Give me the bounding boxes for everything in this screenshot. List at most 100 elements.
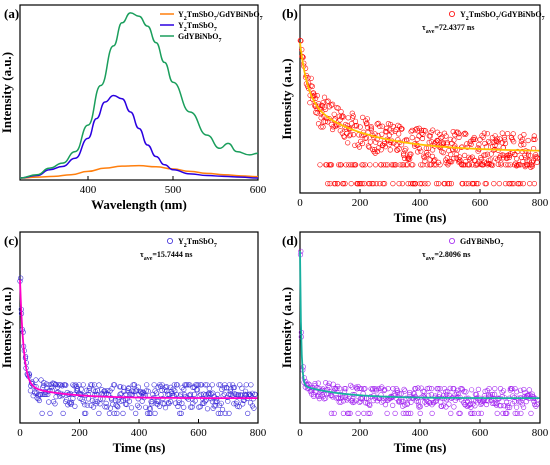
data-point <box>525 137 531 144</box>
data-point <box>347 132 354 138</box>
data-point <box>27 388 34 394</box>
data-point <box>517 387 524 393</box>
data-point <box>53 394 59 400</box>
tau-label: τave=2.8096 ns <box>422 250 470 262</box>
data-point <box>502 140 509 146</box>
data-point <box>325 383 331 389</box>
data-point <box>308 75 314 81</box>
data-point <box>426 133 432 139</box>
data-point <box>35 392 41 398</box>
data-point <box>349 110 355 116</box>
legend-label: GdYBiNbO7 <box>460 237 503 249</box>
data-point <box>457 154 463 160</box>
data-point <box>375 120 381 126</box>
data-point <box>424 150 430 156</box>
x-tick-label: 400 <box>131 427 148 439</box>
fit-curve <box>299 251 540 399</box>
data-point <box>221 391 227 398</box>
data-point <box>420 131 426 138</box>
data-point <box>355 410 361 417</box>
data-point <box>512 410 518 417</box>
y-axis-label: Intensity (a.u.) <box>279 287 294 368</box>
data-point <box>320 124 326 130</box>
data-point <box>102 404 108 410</box>
data-point <box>468 155 474 161</box>
data-point <box>384 125 390 131</box>
data-point <box>443 133 449 139</box>
data-point <box>373 139 379 145</box>
data-point <box>90 404 97 410</box>
data-point <box>525 152 532 158</box>
data-point <box>331 111 337 117</box>
data-point <box>492 386 498 392</box>
data-point <box>118 384 124 390</box>
data-point <box>84 402 90 408</box>
data-point <box>431 157 437 164</box>
data-point <box>65 402 71 408</box>
data-point <box>87 382 94 388</box>
data-point <box>390 402 396 409</box>
data-point <box>441 386 448 392</box>
data-point <box>436 181 442 187</box>
data-point <box>365 410 371 417</box>
data-point <box>379 123 385 129</box>
data-point <box>439 149 445 155</box>
data-point <box>507 404 513 411</box>
data-point <box>518 142 524 148</box>
data-point <box>328 392 335 399</box>
data-point <box>106 410 112 417</box>
data-point <box>222 410 228 417</box>
data-point <box>353 162 359 168</box>
data-point <box>403 162 409 168</box>
data-point <box>485 138 492 145</box>
data-point <box>484 131 491 137</box>
data-point <box>363 121 370 127</box>
data-point <box>519 136 526 142</box>
y-axis-label: Intensity (a.u.) <box>0 287 14 368</box>
data-point <box>390 162 396 168</box>
data-point <box>399 181 406 187</box>
data-point <box>210 405 216 411</box>
data-point <box>63 397 70 403</box>
data-point <box>507 162 514 168</box>
data-point <box>311 393 317 400</box>
data-point <box>226 391 232 398</box>
data-point <box>524 158 530 164</box>
data-point <box>74 388 81 394</box>
data-point <box>38 377 44 383</box>
data-point <box>179 385 185 391</box>
data-point <box>89 382 95 388</box>
data-point <box>390 386 396 392</box>
data-point <box>348 181 354 187</box>
data-point <box>508 386 515 392</box>
data-point <box>505 131 511 137</box>
data-point <box>315 380 321 386</box>
data-point <box>472 136 478 142</box>
data-point <box>386 132 393 138</box>
data-point <box>68 401 74 407</box>
data-point <box>507 387 513 393</box>
data-point <box>58 382 64 388</box>
data-point <box>138 389 144 395</box>
data-point <box>325 181 331 187</box>
data-point <box>514 156 520 162</box>
data-point <box>475 181 481 187</box>
data-point <box>404 400 411 406</box>
data-point <box>407 389 413 396</box>
data-point <box>35 396 41 402</box>
x-tick-label: 0 <box>297 197 303 209</box>
data-point <box>96 382 102 388</box>
tau-label: τave=72.4377 ns <box>422 23 474 35</box>
data-point <box>400 410 406 417</box>
data-point <box>367 162 373 168</box>
data-point <box>171 382 177 388</box>
data-point <box>494 410 500 417</box>
data-point <box>499 389 505 395</box>
data-point <box>168 398 174 405</box>
data-point <box>405 410 412 417</box>
data-point <box>126 398 133 404</box>
data-point <box>345 140 351 146</box>
data-point <box>350 113 356 119</box>
data-point <box>330 394 336 400</box>
data-point <box>447 385 453 392</box>
